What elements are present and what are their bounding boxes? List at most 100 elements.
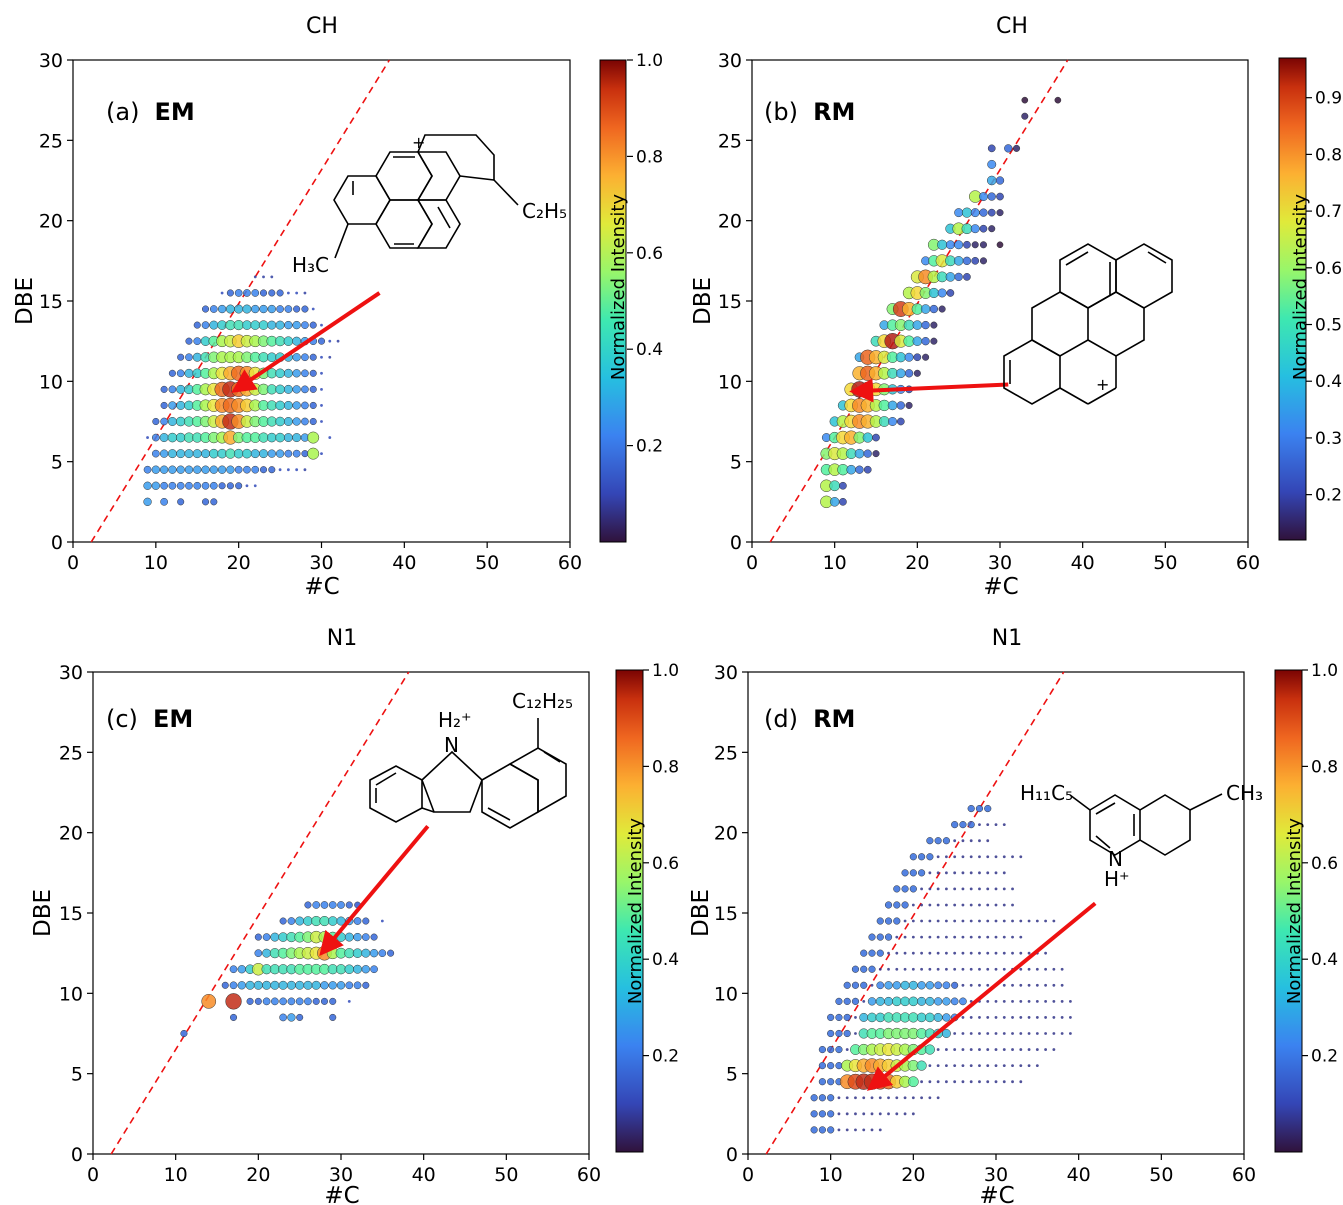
- data-point: [176, 400, 186, 410]
- data-point: [168, 369, 176, 377]
- data-point: [969, 1048, 973, 1051]
- data-point: [225, 448, 236, 459]
- data-point: [353, 981, 362, 990]
- data-point: [301, 401, 309, 410]
- colorbar-tick-label: 1.0: [652, 661, 679, 681]
- panel-b-ylabel: DBE: [690, 277, 716, 325]
- data-point: [969, 935, 973, 939]
- data-point: [863, 449, 872, 458]
- data-point: [1027, 967, 1031, 971]
- data-point: [862, 432, 873, 443]
- data-point: [810, 1126, 818, 1134]
- data-point: [868, 949, 876, 957]
- data-point: [986, 839, 990, 843]
- data-point: [303, 468, 307, 472]
- data-point: [1060, 1032, 1064, 1035]
- data-point: [916, 1060, 927, 1071]
- panel-d-tag-bold: RM: [813, 705, 855, 733]
- data-point: [987, 144, 996, 153]
- data-point: [253, 275, 257, 279]
- data-point: [237, 981, 246, 990]
- data-point: [953, 919, 957, 923]
- data-point: [896, 401, 905, 410]
- data-point: [835, 1013, 843, 1022]
- data-point: [336, 339, 340, 343]
- data-point: [353, 917, 362, 925]
- data-point: [184, 368, 194, 378]
- colorbar-tick-label: 0.8: [652, 757, 679, 777]
- data-point: [283, 433, 293, 443]
- data-point: [151, 433, 160, 442]
- data-point: [953, 935, 957, 939]
- data-point: [259, 449, 268, 459]
- data-point: [177, 353, 185, 361]
- data-point: [267, 320, 277, 330]
- data-point: [996, 241, 1004, 249]
- data-point: [895, 951, 899, 955]
- data-point: [936, 935, 940, 939]
- data-point: [1011, 951, 1014, 955]
- panel-d: N1 0 10 20 30 40 50 60 0 5 10 15 20 25 30 #C DBE (d) …: [688, 626, 1338, 1205]
- data-point: [1069, 1016, 1072, 1019]
- x-tick-label: 40: [392, 552, 416, 574]
- data-point: [370, 933, 378, 941]
- data-point: [320, 901, 329, 909]
- data-point: [1019, 951, 1023, 955]
- data-point: [168, 465, 177, 474]
- data-point: [971, 241, 979, 249]
- data-point: [192, 352, 202, 362]
- data-point: [835, 997, 843, 1005]
- data-point: [287, 997, 296, 1006]
- data-point: [209, 448, 219, 459]
- data-point: [327, 916, 338, 926]
- data-point: [862, 1128, 866, 1132]
- data-point: [951, 821, 959, 829]
- data-point: [1035, 1048, 1039, 1051]
- pointer-arrow: [849, 378, 1009, 403]
- panel-d-markers: [765, 671, 1097, 1155]
- data-point: [262, 933, 271, 941]
- data-point: [176, 481, 185, 490]
- data-point: [329, 1013, 337, 1021]
- data-point: [917, 996, 927, 1006]
- panel-a-colorbar-label: Normalized Intensity: [608, 194, 629, 380]
- data-point: [168, 481, 177, 490]
- data-point: [226, 482, 234, 490]
- data-point: [218, 482, 226, 490]
- data-point: [845, 1112, 849, 1116]
- data-point: [286, 291, 290, 295]
- data-point: [276, 305, 284, 313]
- colorbar-tick-label: 0.7: [1315, 202, 1342, 222]
- data-point: [283, 384, 293, 394]
- data-point: [209, 320, 219, 330]
- data-point: [1002, 823, 1006, 827]
- data-point: [283, 336, 294, 346]
- data-point: [928, 1080, 932, 1084]
- data-point: [328, 436, 332, 439]
- data-point: [1002, 983, 1006, 987]
- data-point: [1011, 935, 1014, 939]
- data-point: [851, 981, 860, 989]
- data-point: [1044, 983, 1047, 987]
- data-point: [854, 1032, 857, 1035]
- y-tick-label: 0: [730, 532, 742, 554]
- data-point: [1069, 1032, 1072, 1035]
- data-point: [994, 967, 998, 971]
- data-point: [969, 1032, 973, 1035]
- data-point: [168, 401, 177, 410]
- data-point: [892, 996, 902, 1007]
- panel-b-tag: (b) RM: [764, 98, 855, 126]
- data-point: [304, 997, 312, 1006]
- panel-b-title: CH: [996, 14, 1028, 39]
- panel-c-markers: [110, 671, 430, 1155]
- data-point: [262, 980, 272, 990]
- data-point: [903, 951, 907, 955]
- data-point: [185, 337, 193, 345]
- data-point: [246, 997, 254, 1005]
- data-point: [978, 951, 981, 955]
- data-point: [994, 871, 998, 875]
- pointer-arrow: [231, 291, 381, 393]
- data-point: [994, 1080, 998, 1084]
- data-point: [160, 401, 168, 409]
- data-point: [907, 1076, 919, 1088]
